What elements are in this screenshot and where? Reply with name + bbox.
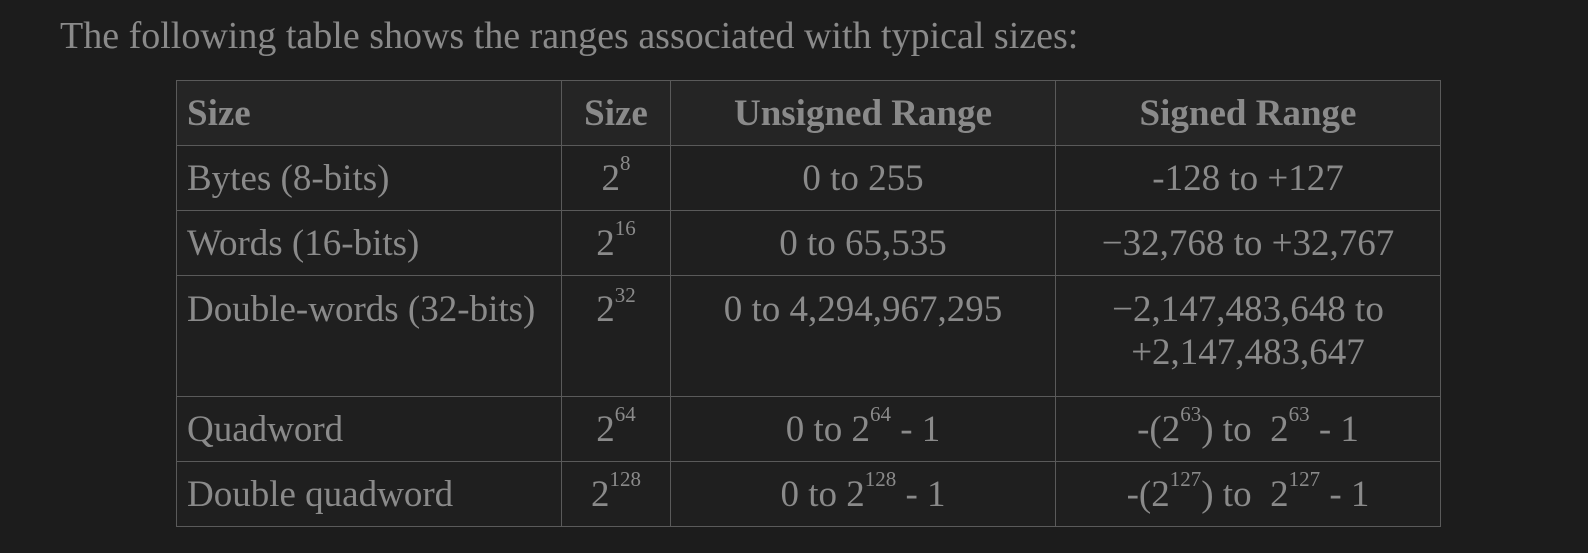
range-exponent-low: 127 <box>1169 467 1202 492</box>
range-exponent: 128 <box>864 467 897 492</box>
range-prefix: 0 to 2 <box>780 473 865 515</box>
range-prefix: -(2 <box>1137 408 1181 450</box>
unsigned-range-cell: 0 to 65,535 <box>670 210 1056 276</box>
range-middle: ) to 2 <box>1201 408 1289 450</box>
size-name-cell: Quadword <box>176 396 562 462</box>
range-exponent-high: 63 <box>1288 402 1310 427</box>
header-size-power: Size <box>561 80 671 146</box>
unsigned-range-cell: 0 to 264 - 1 <box>670 396 1056 462</box>
table-row-words: Words (16-bits) 216 0 to 65,535 −32,768 … <box>176 210 1441 276</box>
power-base: 2 <box>596 289 615 330</box>
power-exponent: 128 <box>609 467 642 492</box>
size-name-cell: Words (16-bits) <box>176 210 562 276</box>
size-power-cell: 264 <box>561 396 671 462</box>
header-size-name: Size <box>176 80 562 146</box>
size-power-cell: 232 <box>561 275 671 397</box>
size-name-cell: Double-words (32-bits) <box>176 275 562 397</box>
range-suffix: - 1 <box>1320 473 1370 515</box>
range-suffix: - 1 <box>896 473 946 515</box>
power-base: 2 <box>596 408 615 450</box>
power-base: 2 <box>601 157 621 199</box>
size-power-cell: 2128 <box>561 461 671 527</box>
range-middle: ) to 2 <box>1201 473 1289 515</box>
size-ranges-table: Size Size Unsigned Range Signed Range By… <box>176 80 1441 527</box>
signed-range-cell: −2,147,483,648 to +2,147,483,647 <box>1055 275 1441 397</box>
power-exponent: 16 <box>614 216 636 241</box>
signed-range-cell: -(263) to 263 - 1 <box>1055 396 1441 462</box>
signed-range-cell: −32,768 to +32,767 <box>1055 210 1441 276</box>
power-exponent: 32 <box>614 282 636 307</box>
size-power-cell: 28 <box>561 145 671 211</box>
unsigned-range-cell: 0 to 4,294,967,295 <box>670 275 1056 397</box>
size-name-cell: Bytes (8-bits) <box>176 145 562 211</box>
signed-range-cell: -(2127) to 2127 - 1 <box>1055 461 1441 527</box>
header-unsigned-range: Unsigned Range <box>670 80 1056 146</box>
intro-paragraph: The following table shows the ranges ass… <box>60 15 1079 57</box>
range-prefix: 0 to 2 <box>785 408 870 450</box>
power-base: 2 <box>591 473 610 515</box>
range-exponent: 64 <box>869 402 891 427</box>
size-name-cell: Double quadword <box>176 461 562 527</box>
header-signed-range: Signed Range <box>1055 80 1441 146</box>
table-row-double-words: Double-words (32-bits) 232 0 to 4,294,96… <box>176 275 1441 397</box>
table-header-row: Size Size Unsigned Range Signed Range <box>176 80 1441 146</box>
table-row-double-quadword: Double quadword 2128 0 to 2128 - 1 -(212… <box>176 461 1441 527</box>
signed-range-cell: -128 to +127 <box>1055 145 1441 211</box>
range-exponent-low: 63 <box>1180 402 1202 427</box>
range-suffix: - 1 <box>1309 408 1359 450</box>
table-row-quadword: Quadword 264 0 to 264 - 1 -(263) to 263 … <box>176 396 1441 462</box>
signed-range-line-1: −2,147,483,648 to <box>1112 289 1384 330</box>
unsigned-range-cell: 0 to 2128 - 1 <box>670 461 1056 527</box>
signed-range-line-2: +2,147,483,647 <box>1131 332 1365 373</box>
unsigned-range-cell: 0 to 255 <box>670 145 1056 211</box>
size-power-cell: 216 <box>561 210 671 276</box>
range-exponent-high: 127 <box>1288 467 1321 492</box>
power-base: 2 <box>596 222 615 264</box>
range-suffix: - 1 <box>890 408 941 450</box>
power-exponent: 64 <box>614 402 636 427</box>
power-exponent: 8 <box>620 151 631 176</box>
table-row-bytes: Bytes (8-bits) 28 0 to 255 -128 to +127 <box>176 145 1441 211</box>
range-prefix: -(2 <box>1126 473 1170 515</box>
